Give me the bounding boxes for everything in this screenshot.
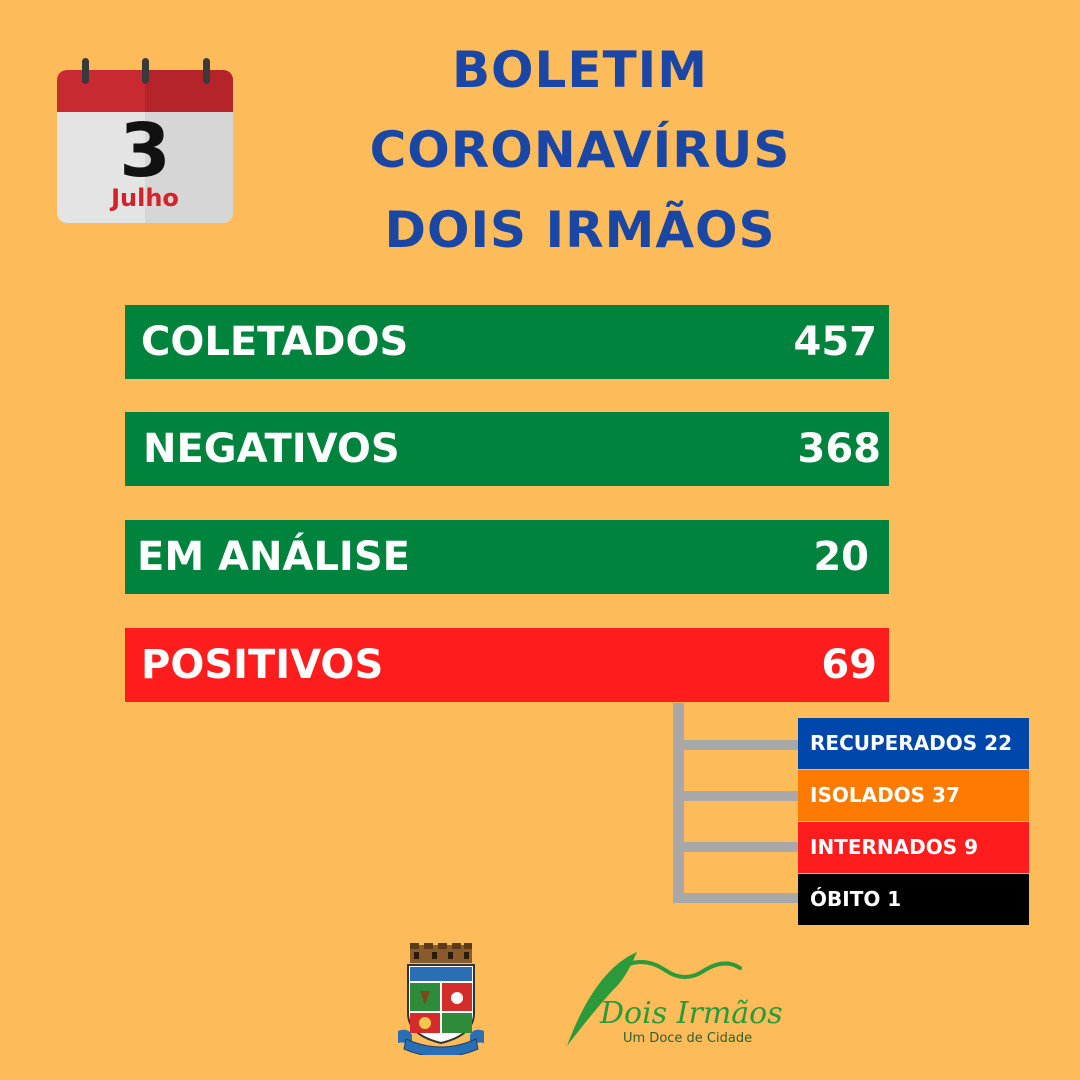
- title-line-2: CORONAVÍRUS: [369, 121, 791, 179]
- stat-label-positivos: POSITIVOS: [141, 642, 384, 688]
- stat-value-coletados: 457: [793, 319, 878, 365]
- breakdown-internados: INTERNADOS 9: [798, 822, 1029, 873]
- municipal-crest-icon: [398, 943, 484, 1055]
- calendar-month: Julho: [111, 184, 179, 212]
- breakdown-isolados: ISOLADOS 37: [798, 770, 1029, 821]
- stat-value-positivos: 69: [821, 642, 877, 688]
- title-line-1: BOLETIM: [451, 41, 709, 99]
- brand-tagline: Um Doce de Cidade: [623, 1031, 753, 1046]
- connector-vertical: [673, 703, 684, 903]
- breakdown-obito: ÓBITO 1: [798, 874, 1029, 925]
- stat-bar-negativos: NEGATIVOS 368: [125, 412, 889, 486]
- connector-obito: [673, 893, 798, 903]
- stat-value-negativos: 368: [797, 426, 882, 472]
- stat-bar-em-analise: EM ANÁLISE 20: [125, 520, 889, 594]
- page-title: BOLETIM CORONAVÍRUS DOIS IRMÃOS: [330, 30, 830, 270]
- stat-label-em-analise: EM ANÁLISE: [137, 534, 410, 580]
- title-line-3: DOIS IRMÃOS: [384, 201, 776, 259]
- stat-bar-coletados: COLETADOS 457: [125, 305, 889, 379]
- connector-isolados: [673, 791, 798, 801]
- dois-irmaos-logo: [567, 952, 742, 1046]
- stat-label-negativos: NEGATIVOS: [143, 426, 400, 472]
- stat-value-em-analise: 20: [813, 534, 869, 580]
- connector-recuperados: [673, 740, 798, 750]
- brand-name: Dois Irmãos: [600, 996, 783, 1031]
- stat-bar-positivos: POSITIVOS 69: [125, 628, 889, 702]
- connector-internados: [673, 842, 798, 852]
- calendar-day: 3: [119, 108, 171, 194]
- calendar-icon: 3 Julho: [57, 58, 233, 223]
- stat-label-coletados: COLETADOS: [141, 319, 409, 365]
- breakdown-recuperados: RECUPERADOS 22: [798, 718, 1029, 769]
